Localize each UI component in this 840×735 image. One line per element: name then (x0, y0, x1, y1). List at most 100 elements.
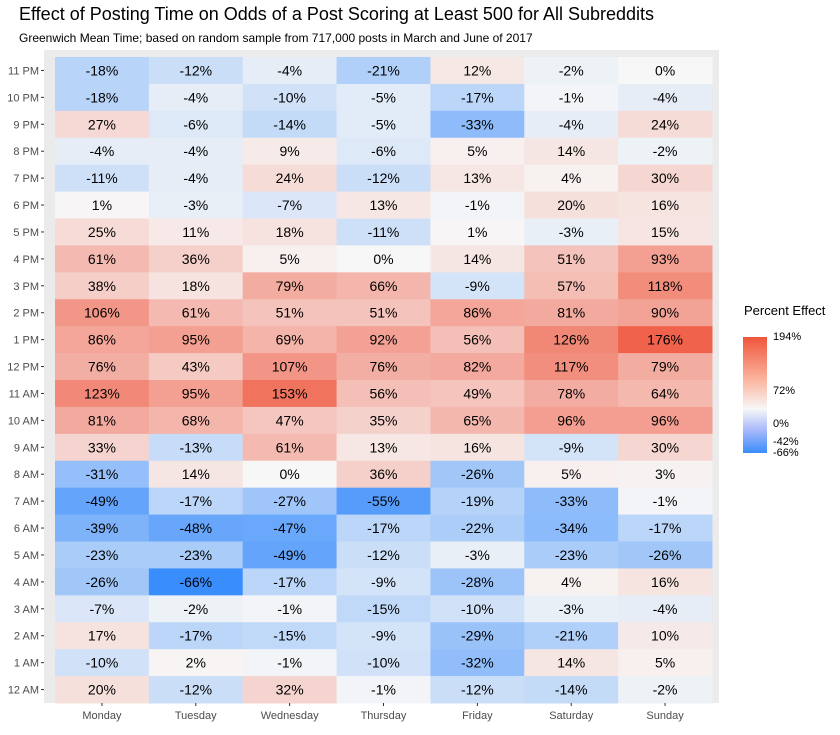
heatmap-cell (618, 406, 713, 435)
cell-value-label: 38% (88, 278, 116, 294)
heatmap-cell (336, 380, 431, 408)
cell-value-label: -26% (86, 574, 119, 590)
cell-value-label: 96% (651, 412, 679, 428)
heatmap-cell (55, 110, 150, 139)
heatmap-cell (618, 649, 713, 677)
cell-value-label: -3% (559, 601, 584, 617)
cell-value-label: 49% (463, 385, 491, 401)
heatmap-cell (148, 83, 244, 112)
heatmap-cell (430, 110, 525, 139)
heatmap-cell (55, 514, 150, 542)
cell-value-label: -48% (179, 520, 212, 536)
cell-value-label: 14% (557, 143, 585, 159)
heatmap-cell (336, 433, 431, 462)
x-axis-tick-label: Tuesday (175, 710, 217, 722)
heatmap-cell (524, 676, 619, 704)
cell-value-label: -10% (367, 655, 400, 671)
cell-value-label: 20% (557, 197, 585, 213)
heatmap-cell (618, 433, 713, 462)
heatmap-cell (148, 541, 244, 569)
heatmap-cell (524, 57, 619, 85)
cell-value-label: 76% (88, 359, 116, 375)
cell-value-label: 107% (272, 359, 308, 375)
cell-value-label: -17% (367, 520, 400, 536)
heatmap-cell (148, 568, 244, 596)
cell-value-label: -1% (465, 197, 490, 213)
cell-value-label: 16% (651, 574, 679, 590)
cell-value-label: 11% (182, 224, 209, 240)
heatmap-cell (618, 137, 713, 166)
cell-value-label: -15% (273, 628, 306, 644)
heatmap-cell (524, 326, 619, 354)
cell-value-label: 61% (276, 439, 304, 455)
cell-value-label: 24% (651, 116, 679, 132)
cell-value-label: 1% (92, 197, 112, 213)
heatmap-cell (430, 649, 525, 677)
cell-value-label: 176% (647, 332, 683, 348)
cell-value-label: 81% (557, 305, 585, 321)
cell-value-label: -10% (461, 601, 494, 617)
cell-value-label: -3% (465, 547, 490, 563)
heatmap-cell (148, 676, 244, 704)
cell-value-label: -1% (277, 655, 302, 671)
y-axis-tick-label: 2 AM (14, 631, 39, 643)
heatmap-cell (148, 326, 244, 354)
cell-value-label: 16% (651, 197, 679, 213)
heatmap-cell (618, 622, 713, 650)
heatmap-cell (242, 487, 338, 516)
heatmap-cell (55, 191, 150, 219)
heatmap-cell (430, 326, 525, 354)
heatmap-cell (618, 568, 713, 596)
cell-value-label: 95% (182, 332, 210, 348)
heatmap-cell (242, 595, 338, 623)
cell-value-label: 20% (88, 682, 116, 698)
cell-value-label: 9% (280, 143, 300, 159)
heatmap-cell (336, 326, 431, 354)
cell-value-label: 13% (369, 197, 397, 213)
heatmap-cell (148, 57, 244, 85)
cell-value-label: -4% (89, 143, 114, 159)
heatmap-cell (148, 487, 244, 516)
heatmap-cell (242, 164, 338, 193)
heatmap-cell (242, 137, 338, 166)
heatmap-cell (336, 406, 431, 435)
heatmap-cell (618, 272, 713, 300)
heatmap-cell (524, 353, 619, 381)
heatmap-cell (618, 245, 713, 273)
cell-value-label: 118% (648, 278, 683, 294)
cell-value-label: 153% (272, 385, 308, 401)
heatmap-cell (148, 353, 244, 381)
y-axis-tick-label: 8 PM (13, 146, 39, 158)
heatmap-cell (242, 245, 338, 273)
heatmap-cell (336, 487, 431, 516)
cell-value-label: -10% (273, 89, 306, 105)
y-axis-tick-label: 4 AM (14, 577, 39, 589)
heatmap-cell (618, 353, 713, 381)
cell-value-label: 35% (369, 412, 397, 428)
legend-title: Percent Effect (744, 303, 826, 318)
cell-value-label: -15% (367, 601, 400, 617)
heatmap-cell (336, 568, 431, 596)
heatmap-cell (336, 460, 431, 489)
heatmap-cell (55, 272, 150, 300)
cell-value-label: 14% (182, 466, 210, 482)
cell-value-label: -23% (86, 547, 119, 563)
heatmap-cell (524, 541, 619, 569)
cell-value-label: 43% (182, 359, 210, 375)
y-axis-tick-label: 6 PM (13, 200, 39, 212)
cell-value-label: -17% (461, 89, 494, 105)
heatmap-cell (430, 83, 525, 112)
cell-value-label: 36% (369, 466, 397, 482)
heatmap-cell (336, 137, 431, 166)
heatmap-cell (618, 57, 713, 85)
heatmap-cell (430, 622, 525, 650)
cell-value-label: -17% (179, 628, 212, 644)
heatmap-cell (336, 299, 431, 327)
y-axis-tick-label: 3 AM (14, 604, 39, 616)
heatmap-cell (618, 191, 713, 219)
cell-value-label: -2% (559, 62, 584, 78)
heatmap-cell (55, 595, 150, 623)
heatmap-cell (430, 433, 525, 462)
y-axis-tick-label: 4 PM (13, 254, 39, 266)
